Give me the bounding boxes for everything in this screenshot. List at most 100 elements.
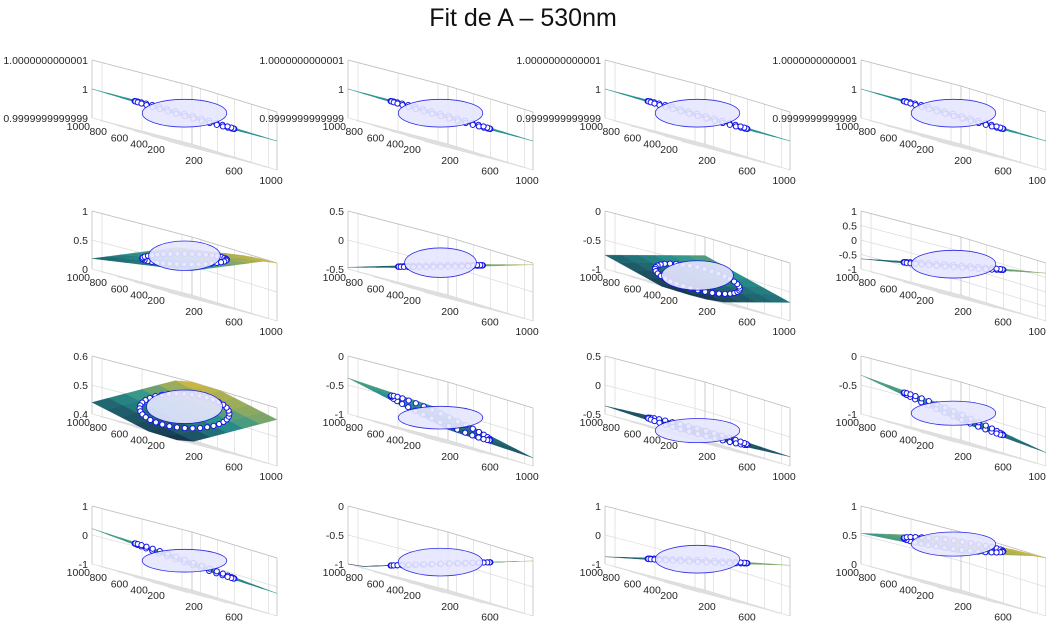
y-tick-label: 200 bbox=[403, 440, 421, 452]
z-tick-label: 0.5 bbox=[329, 206, 344, 218]
y-tick-label: 800 bbox=[602, 572, 620, 584]
z-tick-label: 1 bbox=[338, 84, 344, 96]
z-tick-label: 0.9999999999999 bbox=[772, 113, 857, 125]
y-tick-label: 1000 bbox=[323, 121, 347, 133]
data-point-cloud bbox=[141, 98, 228, 128]
data-point bbox=[651, 100, 658, 107]
grid-line bbox=[151, 135, 252, 163]
x-tick-label: 200 bbox=[185, 601, 203, 613]
y-tick-label: 400 bbox=[130, 290, 148, 302]
data-points bbox=[387, 547, 494, 577]
axis-edge bbox=[347, 505, 449, 533]
y-tick-label: 1000 bbox=[836, 121, 860, 133]
axis-edge bbox=[191, 236, 278, 264]
grid-line bbox=[168, 437, 269, 464]
y-tick-label: 800 bbox=[345, 126, 363, 138]
grid-line bbox=[100, 120, 201, 147]
data-point bbox=[173, 424, 181, 431]
y-tick-label: 400 bbox=[386, 290, 404, 302]
grid-line bbox=[424, 292, 525, 319]
y-tick-label: 200 bbox=[916, 440, 934, 452]
x-tick-label: 1000 bbox=[259, 471, 283, 483]
axis-edge bbox=[91, 355, 193, 383]
grid-line bbox=[407, 286, 508, 314]
x-tick-label: 600 bbox=[225, 461, 243, 473]
data-point bbox=[147, 416, 154, 424]
x-tick-label: 1000 bbox=[772, 621, 796, 623]
y-tick-label: 400 bbox=[130, 435, 148, 447]
data-point-cloud bbox=[404, 247, 477, 278]
y-tick-label: 800 bbox=[858, 126, 876, 138]
x-tick-label: 200 bbox=[954, 306, 972, 318]
data-points bbox=[387, 392, 494, 444]
grid-line bbox=[886, 276, 987, 304]
y-tick-label: 400 bbox=[899, 585, 917, 597]
data-point-cloud bbox=[654, 98, 741, 128]
y-tick-label: 1000 bbox=[836, 567, 860, 579]
data-point bbox=[405, 397, 412, 404]
data-points bbox=[900, 389, 1007, 439]
z-tick-label: 0 bbox=[338, 501, 344, 513]
data-point bbox=[988, 425, 996, 432]
z-tick-label: -1 bbox=[848, 264, 857, 276]
x-tick-label: 600 bbox=[225, 165, 243, 177]
data-point-cloud bbox=[141, 548, 228, 573]
data-point-cloud bbox=[910, 531, 997, 557]
data-point bbox=[651, 417, 658, 425]
data-point bbox=[462, 429, 469, 436]
axis-edge bbox=[960, 381, 1046, 409]
z-tick-label: 0 bbox=[851, 351, 857, 363]
x-tick-label: 200 bbox=[185, 451, 203, 463]
grid-line bbox=[681, 141, 782, 168]
grid-line bbox=[424, 437, 525, 464]
x-tick-label: 600 bbox=[994, 461, 1012, 473]
grid-line bbox=[373, 125, 474, 153]
y-tick-label: 600 bbox=[111, 579, 129, 591]
data-point bbox=[982, 422, 989, 429]
axis-edge bbox=[91, 210, 193, 238]
data-point bbox=[737, 123, 744, 130]
x-tick-label: 1000 bbox=[515, 326, 539, 338]
data-point-cloud bbox=[397, 405, 484, 430]
x-tick-label: 1000 bbox=[772, 326, 796, 338]
x-tick-label: 600 bbox=[738, 611, 756, 623]
z-tick-label: 0.5 bbox=[842, 221, 857, 233]
axis-edge bbox=[860, 59, 962, 87]
axis-edge bbox=[604, 210, 706, 238]
grid-line bbox=[407, 431, 508, 459]
subplot-r4-c1: -10120060010001000800600400200 bbox=[67, 501, 283, 623]
y-tick-label: 400 bbox=[643, 139, 661, 151]
y-tick-label: 200 bbox=[660, 590, 678, 602]
axis-edge bbox=[604, 355, 706, 383]
grid-line bbox=[407, 135, 508, 163]
y-tick-label: 600 bbox=[624, 284, 642, 296]
y-tick-label: 400 bbox=[899, 290, 917, 302]
subplot-r1-c3: 0.9999999999999 1 1.0000000000001 200 600 100… bbox=[516, 55, 796, 187]
grid-line bbox=[356, 566, 457, 593]
y-tick-label: 600 bbox=[624, 133, 642, 145]
data-points bbox=[644, 544, 751, 574]
grid-line bbox=[647, 130, 748, 158]
x-tick-label: 1000 bbox=[772, 471, 796, 483]
y-tick-label: 200 bbox=[147, 295, 165, 307]
grid-line bbox=[630, 571, 731, 599]
data-points bbox=[900, 531, 1007, 557]
z-tick-label: 0.9999999999999 bbox=[3, 113, 88, 125]
data-points bbox=[387, 97, 494, 133]
data-point bbox=[189, 425, 196, 432]
data-point bbox=[726, 438, 733, 446]
y-tick-label: 800 bbox=[602, 422, 620, 434]
axis-edge bbox=[604, 505, 706, 533]
x-tick-label: 200 bbox=[698, 601, 716, 613]
y-tick-label: 200 bbox=[660, 144, 678, 156]
z-tick-label: 1.0000000000001 bbox=[772, 55, 857, 67]
data-point bbox=[993, 430, 1000, 437]
grid-line bbox=[937, 587, 1038, 614]
z-tick-label: 0.4 bbox=[73, 409, 88, 421]
grid-line bbox=[903, 130, 1004, 158]
axis-edge bbox=[704, 531, 791, 559]
data-points bbox=[139, 240, 230, 271]
x-tick-label: 1000 bbox=[1028, 621, 1046, 623]
